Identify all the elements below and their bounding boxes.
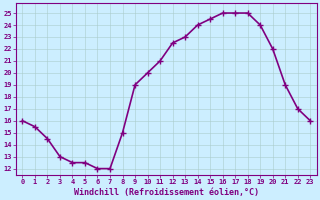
X-axis label: Windchill (Refroidissement éolien,°C): Windchill (Refroidissement éolien,°C) — [74, 188, 259, 197]
